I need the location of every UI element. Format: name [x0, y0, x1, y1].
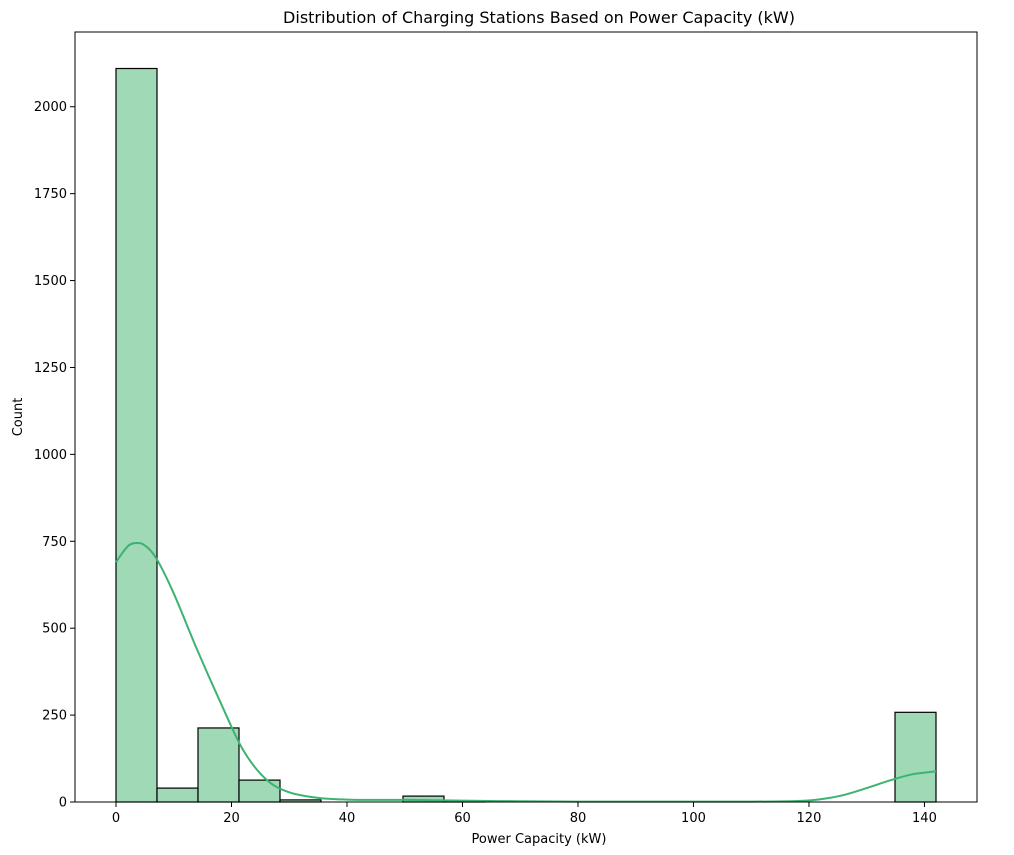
x-tick-label: 20: [223, 811, 240, 826]
x-tick-label: 60: [454, 811, 471, 826]
histogram-bar-1: [156, 787, 199, 803]
chart-title: Distribution of Charging Stations Based …: [283, 8, 795, 27]
x-tick-label: 80: [570, 811, 587, 826]
y-tick-label: 1250: [34, 361, 67, 376]
y-tick-label: 500: [42, 622, 67, 637]
y-axis-label: Count: [11, 398, 26, 437]
y-tick-label: 250: [42, 709, 67, 724]
histogram-bar-3: [238, 779, 281, 803]
y-tick-label: 2000: [34, 100, 67, 115]
x-tick-label: 40: [339, 811, 356, 826]
y-axis: 0 250 500 750 1000 1250 1500 1750 2000: [34, 100, 75, 811]
y-tick-label: 750: [42, 535, 67, 550]
x-tick-label: 100: [681, 811, 706, 826]
y-tick-label: 1000: [34, 448, 67, 463]
histogram-bar-2: [197, 727, 240, 803]
histogram-bar-19: [894, 711, 937, 803]
y-tick-label: 1500: [34, 274, 67, 289]
x-axis: 0 20 40 60 80 100 120 140: [112, 802, 937, 826]
x-tick-label: 140: [912, 811, 937, 826]
bars-layer: [115, 67, 937, 803]
y-tick-label: 0: [59, 796, 67, 811]
plot-frame: [74, 31, 978, 803]
kde-layer: [115, 541, 937, 803]
x-tick-label: 0: [112, 811, 120, 826]
x-tick-label: 120: [797, 811, 822, 826]
x-axis-label: Power Capacity (kW): [472, 832, 607, 847]
kde-line: [115, 541, 937, 803]
histogram-bar-0: [115, 67, 158, 803]
y-tick-label: 1750: [34, 187, 67, 202]
